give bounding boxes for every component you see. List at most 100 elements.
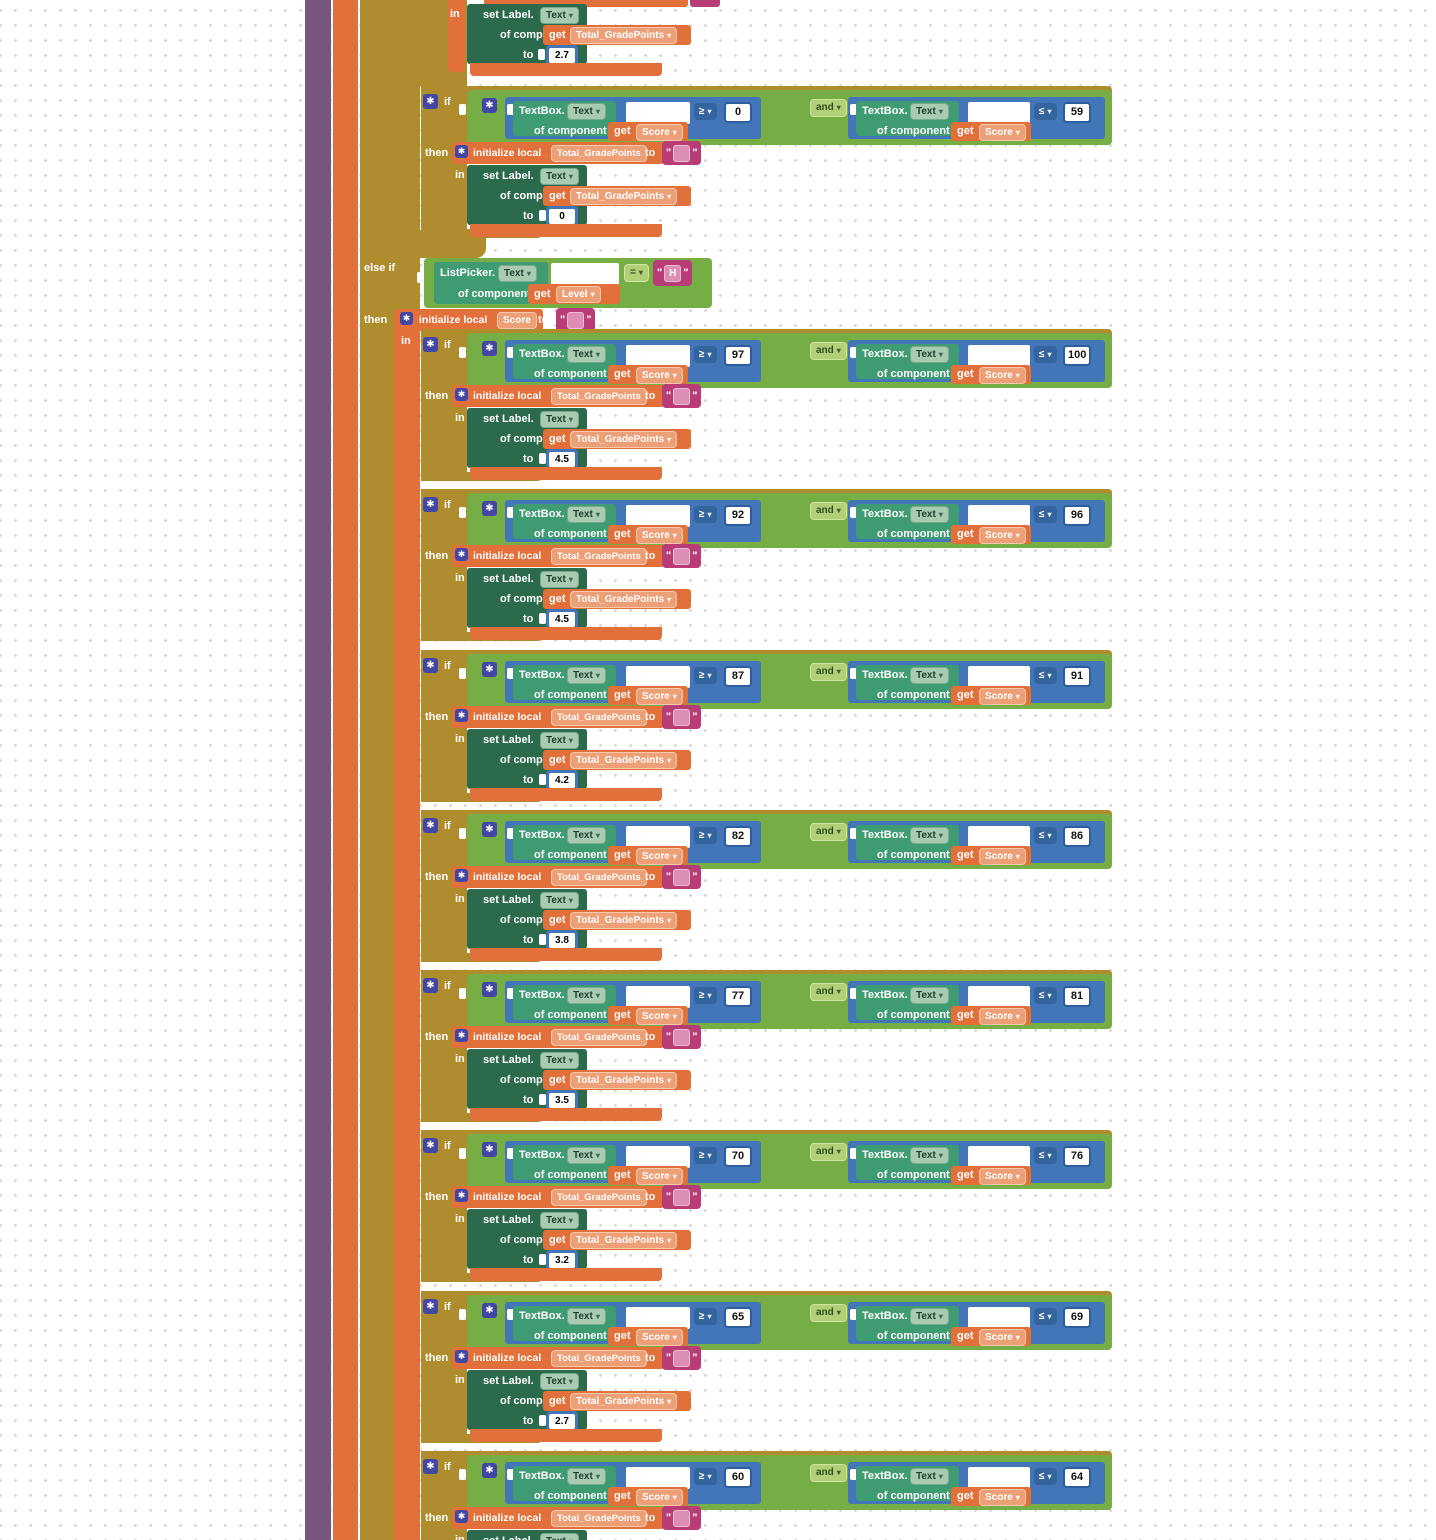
variable-dropdown[interactable]: Score: [636, 1329, 683, 1346]
if-block-60-64[interactable]: if TextBox. Text ≥ 60 of component get S…: [0, 1451, 1436, 1540]
empty-string-value[interactable]: [673, 387, 691, 405]
mutator-gear-icon[interactable]: [423, 818, 438, 833]
variable-dropdown[interactable]: Total_GradePoints: [570, 188, 678, 205]
and-operator-dropdown[interactable]: and: [810, 1304, 847, 1322]
property-dropdown[interactable]: Text: [540, 411, 579, 428]
number-block[interactable]: 0: [546, 206, 578, 227]
local-variable-name[interactable]: Total_GradePoints: [551, 145, 647, 162]
property-dropdown[interactable]: Text: [540, 732, 579, 749]
number-block[interactable]: 3.2: [546, 1250, 578, 1271]
empty-text-socket[interactable]: [968, 1146, 1030, 1168]
empty-string-block[interactable]: " ": [662, 544, 702, 568]
local-variable-name[interactable]: Total_GradePoints: [551, 548, 647, 565]
number-block[interactable]: 77: [724, 986, 752, 1007]
empty-text-socket[interactable]: [626, 986, 690, 1008]
empty-string-block[interactable]: " ": [556, 308, 596, 332]
variable-dropdown[interactable]: Score: [979, 688, 1026, 705]
mutator-gear-icon[interactable]: [482, 982, 497, 997]
mutator-gear-icon[interactable]: [423, 1299, 438, 1314]
init-local-score-left-wall[interactable]: [394, 310, 420, 1540]
variable-dropdown[interactable]: Score: [979, 1008, 1026, 1025]
init-block-bottom-bar[interactable]: [470, 627, 662, 640]
empty-text-socket[interactable]: [626, 1307, 690, 1329]
and-operator-dropdown[interactable]: and: [810, 1143, 847, 1161]
property-dropdown[interactable]: Text: [910, 506, 949, 523]
init-block-bottom-bar[interactable]: [470, 1429, 662, 1442]
ge-operator-dropdown[interactable]: ≥: [694, 506, 717, 523]
property-dropdown[interactable]: Text: [540, 892, 579, 909]
and-operator-dropdown[interactable]: and: [810, 663, 847, 681]
variable-dropdown[interactable]: Score: [636, 1168, 683, 1185]
property-dropdown[interactable]: Text: [910, 987, 949, 1004]
variable-dropdown[interactable]: Score: [979, 1168, 1026, 1185]
property-dropdown[interactable]: Text: [567, 506, 606, 523]
mutator-gear-icon[interactable]: [455, 709, 468, 722]
property-dropdown[interactable]: Text: [567, 987, 606, 1004]
empty-text-socket[interactable]: [968, 1307, 1030, 1329]
empty-string-block[interactable]: " ": [662, 384, 702, 408]
variable-dropdown[interactable]: Score: [636, 1489, 683, 1506]
local-variable-name[interactable]: Total_GradePoints: [551, 709, 647, 726]
empty-string-value[interactable]: [567, 311, 585, 329]
equals-operator-dropdown[interactable]: =: [624, 264, 649, 282]
property-dropdown[interactable]: Text: [540, 1212, 579, 1229]
empty-text-socket[interactable]: [626, 1146, 690, 1168]
property-dropdown[interactable]: Text: [910, 1147, 949, 1164]
number-block[interactable]: 100: [1063, 345, 1092, 366]
le-operator-dropdown[interactable]: ≤: [1034, 1468, 1057, 1485]
variable-dropdown[interactable]: Score: [979, 124, 1026, 141]
init-block-bottom-bar[interactable]: [470, 788, 662, 801]
mutator-gear-icon[interactable]: [423, 1459, 438, 1474]
ge-operator-dropdown[interactable]: ≥: [694, 1147, 717, 1164]
variable-dropdown[interactable]: Score: [979, 848, 1026, 865]
variable-dropdown[interactable]: Score: [979, 367, 1026, 384]
variable-dropdown[interactable]: Score: [636, 688, 683, 705]
number-block[interactable]: 4.5: [546, 449, 578, 470]
property-dropdown[interactable]: Text: [910, 1308, 949, 1325]
mutator-gear-icon[interactable]: [455, 1510, 468, 1523]
variable-dropdown[interactable]: Total_GradePoints: [570, 27, 678, 44]
mutator-gear-icon[interactable]: [455, 1189, 468, 1202]
empty-text-socket[interactable]: [968, 1467, 1030, 1489]
property-dropdown[interactable]: Text: [567, 667, 606, 684]
init-block-bottom-bar[interactable]: [470, 1108, 662, 1121]
empty-string-value[interactable]: [673, 144, 691, 162]
variable-dropdown[interactable]: Score: [636, 124, 683, 141]
init-block-bottom-bar[interactable]: [470, 948, 662, 961]
mutator-gear-icon[interactable]: [482, 822, 497, 837]
local-variable-name[interactable]: Total_GradePoints: [551, 869, 647, 886]
variable-dropdown[interactable]: Total_GradePoints: [570, 1232, 678, 1249]
number-block[interactable]: 2.7: [546, 1411, 578, 1432]
empty-text-socket[interactable]: [968, 826, 1030, 848]
number-block[interactable]: 97: [724, 345, 752, 366]
ge-operator-dropdown[interactable]: ≥: [694, 1308, 717, 1325]
number-block[interactable]: 69: [1063, 1307, 1091, 1328]
mutator-gear-icon[interactable]: [455, 869, 468, 882]
empty-string-value[interactable]: [673, 1509, 691, 1527]
number-block[interactable]: 4.2: [546, 770, 578, 791]
empty-text-socket[interactable]: [968, 666, 1030, 688]
le-operator-dropdown[interactable]: ≤: [1034, 827, 1057, 844]
if-block-0-59[interactable]: if TextBox. Text ≥ 0 of component get Sc…: [0, 86, 1436, 242]
number-block[interactable]: 3.5: [546, 1090, 578, 1111]
set-label-block[interactable]: [467, 1530, 587, 1540]
empty-string-block[interactable]: " ": [662, 1185, 702, 1209]
empty-string-value[interactable]: [673, 1349, 691, 1367]
if-block-92-96[interactable]: if TextBox. Text ≥ 92 of component get S…: [0, 489, 1436, 645]
le-operator-dropdown[interactable]: ≤: [1034, 506, 1057, 523]
property-dropdown[interactable]: Text: [910, 103, 949, 120]
empty-text-socket[interactable]: [968, 505, 1030, 527]
property-dropdown[interactable]: Text: [567, 827, 606, 844]
empty-string-block[interactable]: " ": [662, 141, 702, 165]
number-block[interactable]: 86: [1063, 826, 1091, 847]
local-variable-name[interactable]: Score: [497, 312, 537, 329]
ge-operator-dropdown[interactable]: ≥: [694, 103, 717, 120]
empty-string-block[interactable]: " ": [662, 865, 702, 889]
local-variable-name[interactable]: Total_GradePoints: [551, 1350, 647, 1367]
if-block-70-76[interactable]: if TextBox. Text ≥ 70 of component get S…: [0, 1130, 1436, 1286]
number-block[interactable]: 76: [1063, 1146, 1091, 1167]
number-block[interactable]: 64: [1063, 1467, 1091, 1488]
number-block[interactable]: 87: [724, 666, 752, 687]
procedure-block-left-wall[interactable]: [305, 0, 331, 1540]
property-dropdown[interactable]: Text: [567, 346, 606, 363]
